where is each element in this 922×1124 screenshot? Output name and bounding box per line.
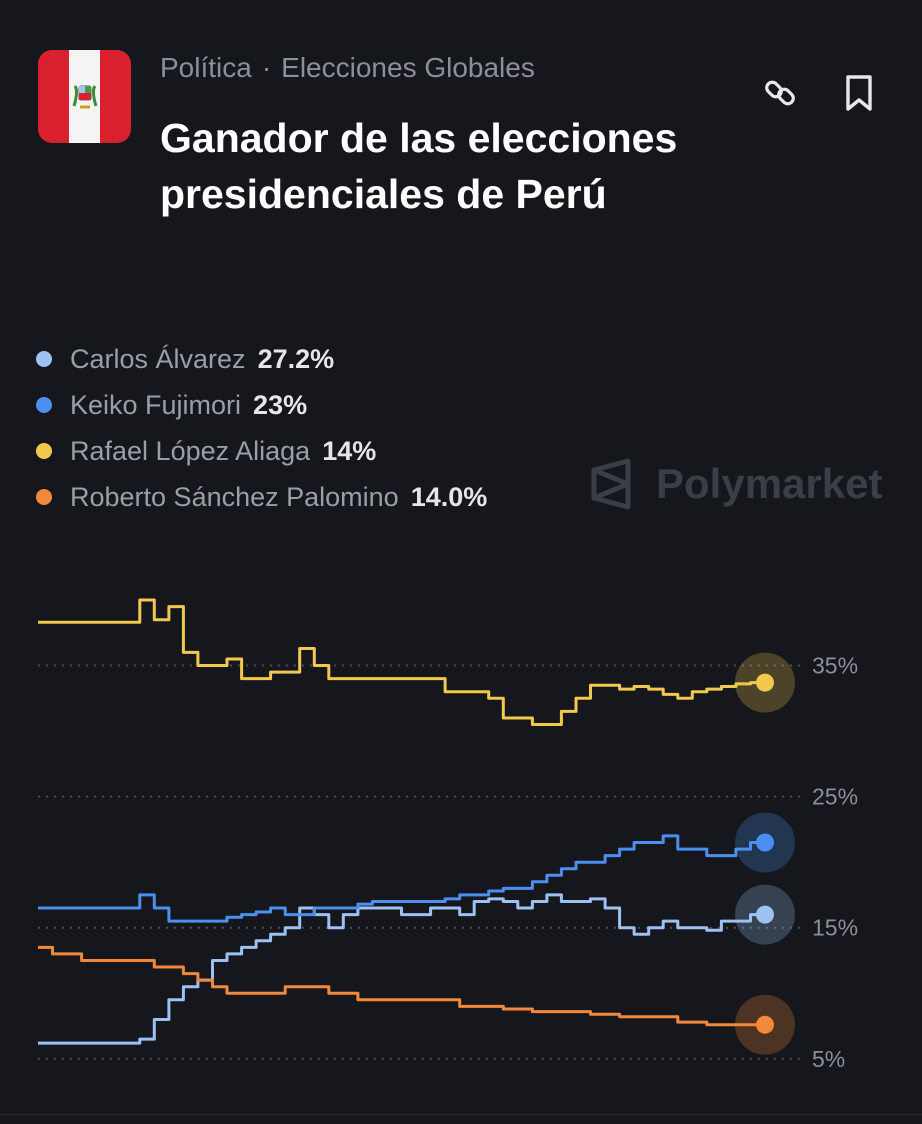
link-icon [765,80,795,106]
y-tick-label: 15% [812,915,858,941]
market-title: Ganador de las elecciones presidenciales… [160,115,678,217]
series-line [38,834,765,923]
series-line [38,945,765,1027]
legend-value: 14.0% [410,481,488,512]
chart-legend: Carlos Álvarez 27.2% Keiko Fujimori 23% … [36,336,487,520]
flag-red-stripe [100,50,131,143]
legend-item: Keiko Fujimori 23% [36,382,487,428]
chart-grid: 5% 15% 25% 35% [38,653,858,1072]
peru-flag-icon [38,50,131,143]
divider [0,1114,922,1115]
bookmark-button[interactable] [836,70,882,116]
y-tick-label: 5% [812,1046,845,1072]
price-history-chart[interactable]: 5% 15% 25% 35% [0,560,922,1105]
flag-red-stripe [38,50,69,143]
legend-name: Roberto Sánchez Palomino [70,481,399,512]
end-marker-dot [756,673,774,692]
legend-dot [36,351,52,367]
series-line [38,893,765,1045]
legend-value: 23% [253,389,308,420]
coat-of-arms-icon [72,84,97,108]
bookmark-icon [846,75,872,111]
polymarket-logo-icon [591,458,631,510]
breadcrumb-separator: · [261,52,272,83]
legend-name: Rafael López Aliaga [70,435,311,466]
legend-name: Keiko Fujimori [70,389,242,420]
legend-item: Rafael López Aliaga 14% [36,428,487,474]
legend-value: 27.2% [257,343,335,374]
breadcrumb-category[interactable]: Política [160,52,252,83]
end-marker-dot [756,905,774,924]
breadcrumb: Política · Elecciones Globales [160,52,535,84]
breadcrumb-subcategory[interactable]: Elecciones Globales [281,52,535,83]
end-marker-dot [756,833,774,852]
legend-item: Roberto Sánchez Palomino 14.0% [36,474,487,520]
legend-item: Carlos Álvarez 27.2% [36,336,487,382]
y-tick-label: 35% [812,653,858,679]
legend-name: Carlos Álvarez [70,343,246,374]
y-tick-label: 25% [812,784,858,810]
end-marker-dot [756,1015,774,1034]
legend-dot [36,397,52,413]
legend-value: 14% [322,435,377,466]
polymarket-watermark: Polymarket [588,458,882,510]
series-line [38,598,765,726]
copy-link-button[interactable] [757,70,803,116]
chart-lines [38,598,765,1045]
chart-end-markers [735,652,795,1055]
watermark-text: Polymarket [656,460,883,507]
legend-dot [36,443,52,459]
legend-dot [36,489,52,505]
flag-white-stripe [69,50,100,143]
